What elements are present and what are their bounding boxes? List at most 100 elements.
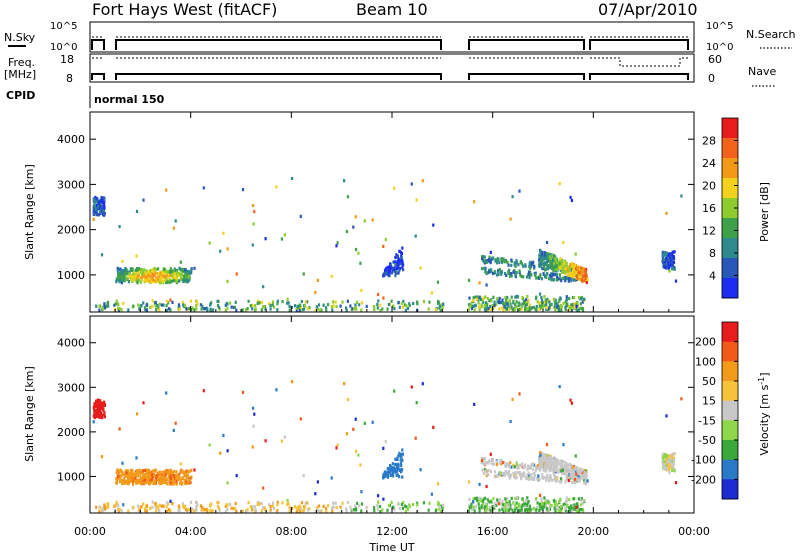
echo-cell xyxy=(671,462,674,466)
echo-cell xyxy=(416,503,419,507)
echo-cell xyxy=(514,307,517,311)
echo-cell xyxy=(117,507,120,512)
echo-cell xyxy=(122,479,125,483)
echo-cell xyxy=(98,202,101,206)
echo-cell xyxy=(545,273,548,277)
echo-cell xyxy=(484,260,487,264)
echo-cell xyxy=(528,477,531,481)
echo-cell xyxy=(576,477,579,481)
y-tick-label: 1000 xyxy=(57,470,85,483)
echo-cell xyxy=(393,466,396,470)
echo-cell xyxy=(123,275,126,280)
echo-cell xyxy=(584,269,587,273)
echo-cell xyxy=(539,273,542,277)
echo-cell xyxy=(138,278,141,282)
echo-cell xyxy=(515,506,518,510)
echo-cell xyxy=(226,481,229,485)
echo-cell xyxy=(154,304,158,308)
echo-cell xyxy=(480,461,483,465)
echo-cell xyxy=(545,307,548,311)
echo-cell xyxy=(515,271,518,275)
echo-cell xyxy=(300,501,303,505)
echo-cell xyxy=(568,308,571,312)
echo-cell xyxy=(156,505,159,509)
echo-cell xyxy=(528,303,531,307)
echo-cell xyxy=(481,255,484,259)
echo-cell xyxy=(554,298,557,302)
echo-cell xyxy=(415,401,418,405)
echo-cell xyxy=(515,501,518,505)
echo-cell xyxy=(123,279,126,283)
echo-cell xyxy=(95,414,98,418)
echo-cell xyxy=(549,465,552,469)
echo-cell xyxy=(336,241,339,245)
echo-cell xyxy=(301,308,304,312)
echo-cell xyxy=(107,505,110,509)
echo-cell xyxy=(394,274,397,278)
echo-cell xyxy=(391,466,394,470)
echo-cell xyxy=(251,505,254,509)
echo-cell xyxy=(149,476,152,480)
echo-cell xyxy=(393,469,396,473)
echo-cell xyxy=(486,498,489,502)
echo-cell xyxy=(513,465,516,469)
echo-cell xyxy=(489,452,492,456)
echo-cell xyxy=(665,262,668,266)
echo-cell xyxy=(373,305,376,309)
echo-cell xyxy=(140,477,143,481)
echo-cell xyxy=(175,470,178,474)
echo-cell xyxy=(177,271,180,275)
echo-cell xyxy=(302,474,305,478)
echo-cell xyxy=(519,273,522,277)
echo-cell xyxy=(520,508,523,512)
echo-cell xyxy=(134,471,137,475)
echo-cell xyxy=(557,469,560,473)
x-axis: 00:00 04:00 08:00 12:00 16:00 20:00 00:00 xyxy=(74,112,710,538)
echo-cell xyxy=(307,508,310,512)
echo-cell xyxy=(416,300,419,304)
echo-cell xyxy=(567,277,570,281)
echo-cell xyxy=(485,306,489,310)
echo-cell xyxy=(116,503,119,507)
colorbar-segment xyxy=(722,420,738,441)
echo-cell xyxy=(490,461,493,465)
echo-cell xyxy=(401,246,404,250)
echo-cell xyxy=(165,391,168,395)
echo-cell xyxy=(354,303,357,307)
echo-cell xyxy=(99,415,102,419)
echo-cell xyxy=(145,509,148,513)
echo-cell xyxy=(671,467,675,471)
echo-cell xyxy=(187,481,190,485)
date-label: 07/Apr/2010 xyxy=(598,0,698,19)
echo-cell xyxy=(564,305,567,309)
echo-cell xyxy=(562,265,565,269)
echo-cell xyxy=(672,452,675,456)
echo-cell xyxy=(260,300,263,305)
echo-cell xyxy=(156,277,160,281)
colorbar-segment xyxy=(722,278,738,299)
echo-cell xyxy=(286,498,289,503)
echo-cell xyxy=(555,267,558,271)
freq-tick-top: 18 xyxy=(60,53,74,66)
echo-cell xyxy=(516,294,519,298)
echo-cell xyxy=(103,306,107,310)
echo-cell xyxy=(126,272,129,276)
echo-cell xyxy=(142,198,145,202)
echo-cell xyxy=(502,302,505,306)
colorbar-segment xyxy=(722,118,738,139)
echo-cell xyxy=(187,275,190,279)
echo-cell xyxy=(553,502,556,506)
echo-cell xyxy=(545,501,548,505)
echo-cell xyxy=(579,273,582,277)
echo-cell xyxy=(574,278,577,282)
echo-cell xyxy=(564,472,568,476)
echo-cell xyxy=(563,261,566,265)
echo-cell xyxy=(665,211,668,215)
echo-cell xyxy=(583,478,586,482)
echo-cell xyxy=(264,237,267,241)
echo-cell xyxy=(115,471,118,475)
echo-cell xyxy=(578,274,581,278)
echo-cell xyxy=(103,303,106,307)
echo-cell xyxy=(571,262,574,266)
echo-cell xyxy=(145,308,148,312)
